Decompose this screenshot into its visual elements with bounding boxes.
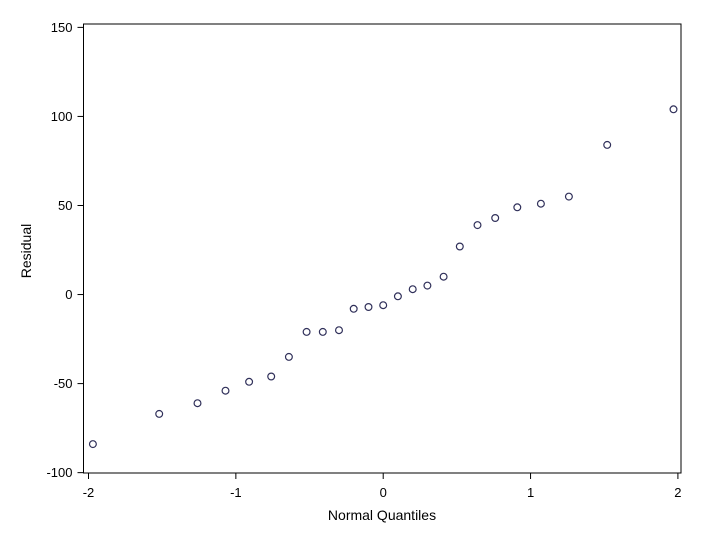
- data-point: [193, 399, 202, 408]
- x-tick-label: 1: [527, 485, 534, 500]
- data-point: [393, 292, 402, 301]
- data-point: [669, 105, 678, 114]
- data-point: [564, 192, 573, 201]
- y-tick-label: 0: [65, 287, 72, 302]
- data-point: [221, 386, 230, 395]
- data-point: [536, 199, 545, 208]
- data-point: [302, 327, 311, 336]
- plot-border: [83, 23, 682, 474]
- data-point: [455, 242, 464, 251]
- data-point: [335, 326, 344, 335]
- data-point: [349, 304, 358, 313]
- x-tick-label: 2: [674, 485, 681, 500]
- data-point: [473, 221, 482, 230]
- data-point: [423, 281, 432, 290]
- data-point: [155, 409, 164, 418]
- x-tick-label: -2: [83, 485, 95, 500]
- data-point: [408, 285, 417, 294]
- data-point: [284, 352, 293, 361]
- data-point: [513, 203, 522, 212]
- y-tick-label: -100: [46, 465, 72, 480]
- data-point: [245, 377, 254, 386]
- y-tick-label: 150: [51, 20, 73, 35]
- data-point: [267, 372, 276, 381]
- data-point: [491, 214, 500, 223]
- y-tick-label: 100: [51, 109, 73, 124]
- data-point: [364, 303, 373, 312]
- x-axis-title: Normal Quantiles: [328, 507, 436, 523]
- y-tick-label: -50: [54, 376, 73, 391]
- data-point: [318, 327, 327, 336]
- data-point: [439, 272, 448, 281]
- data-point: [379, 301, 388, 310]
- x-tick-label: 0: [380, 485, 387, 500]
- data-point: [88, 440, 97, 449]
- y-axis-title: Residual: [18, 224, 34, 278]
- data-point: [603, 140, 612, 149]
- y-tick-label: 50: [58, 198, 72, 213]
- x-tick-label: -1: [230, 485, 242, 500]
